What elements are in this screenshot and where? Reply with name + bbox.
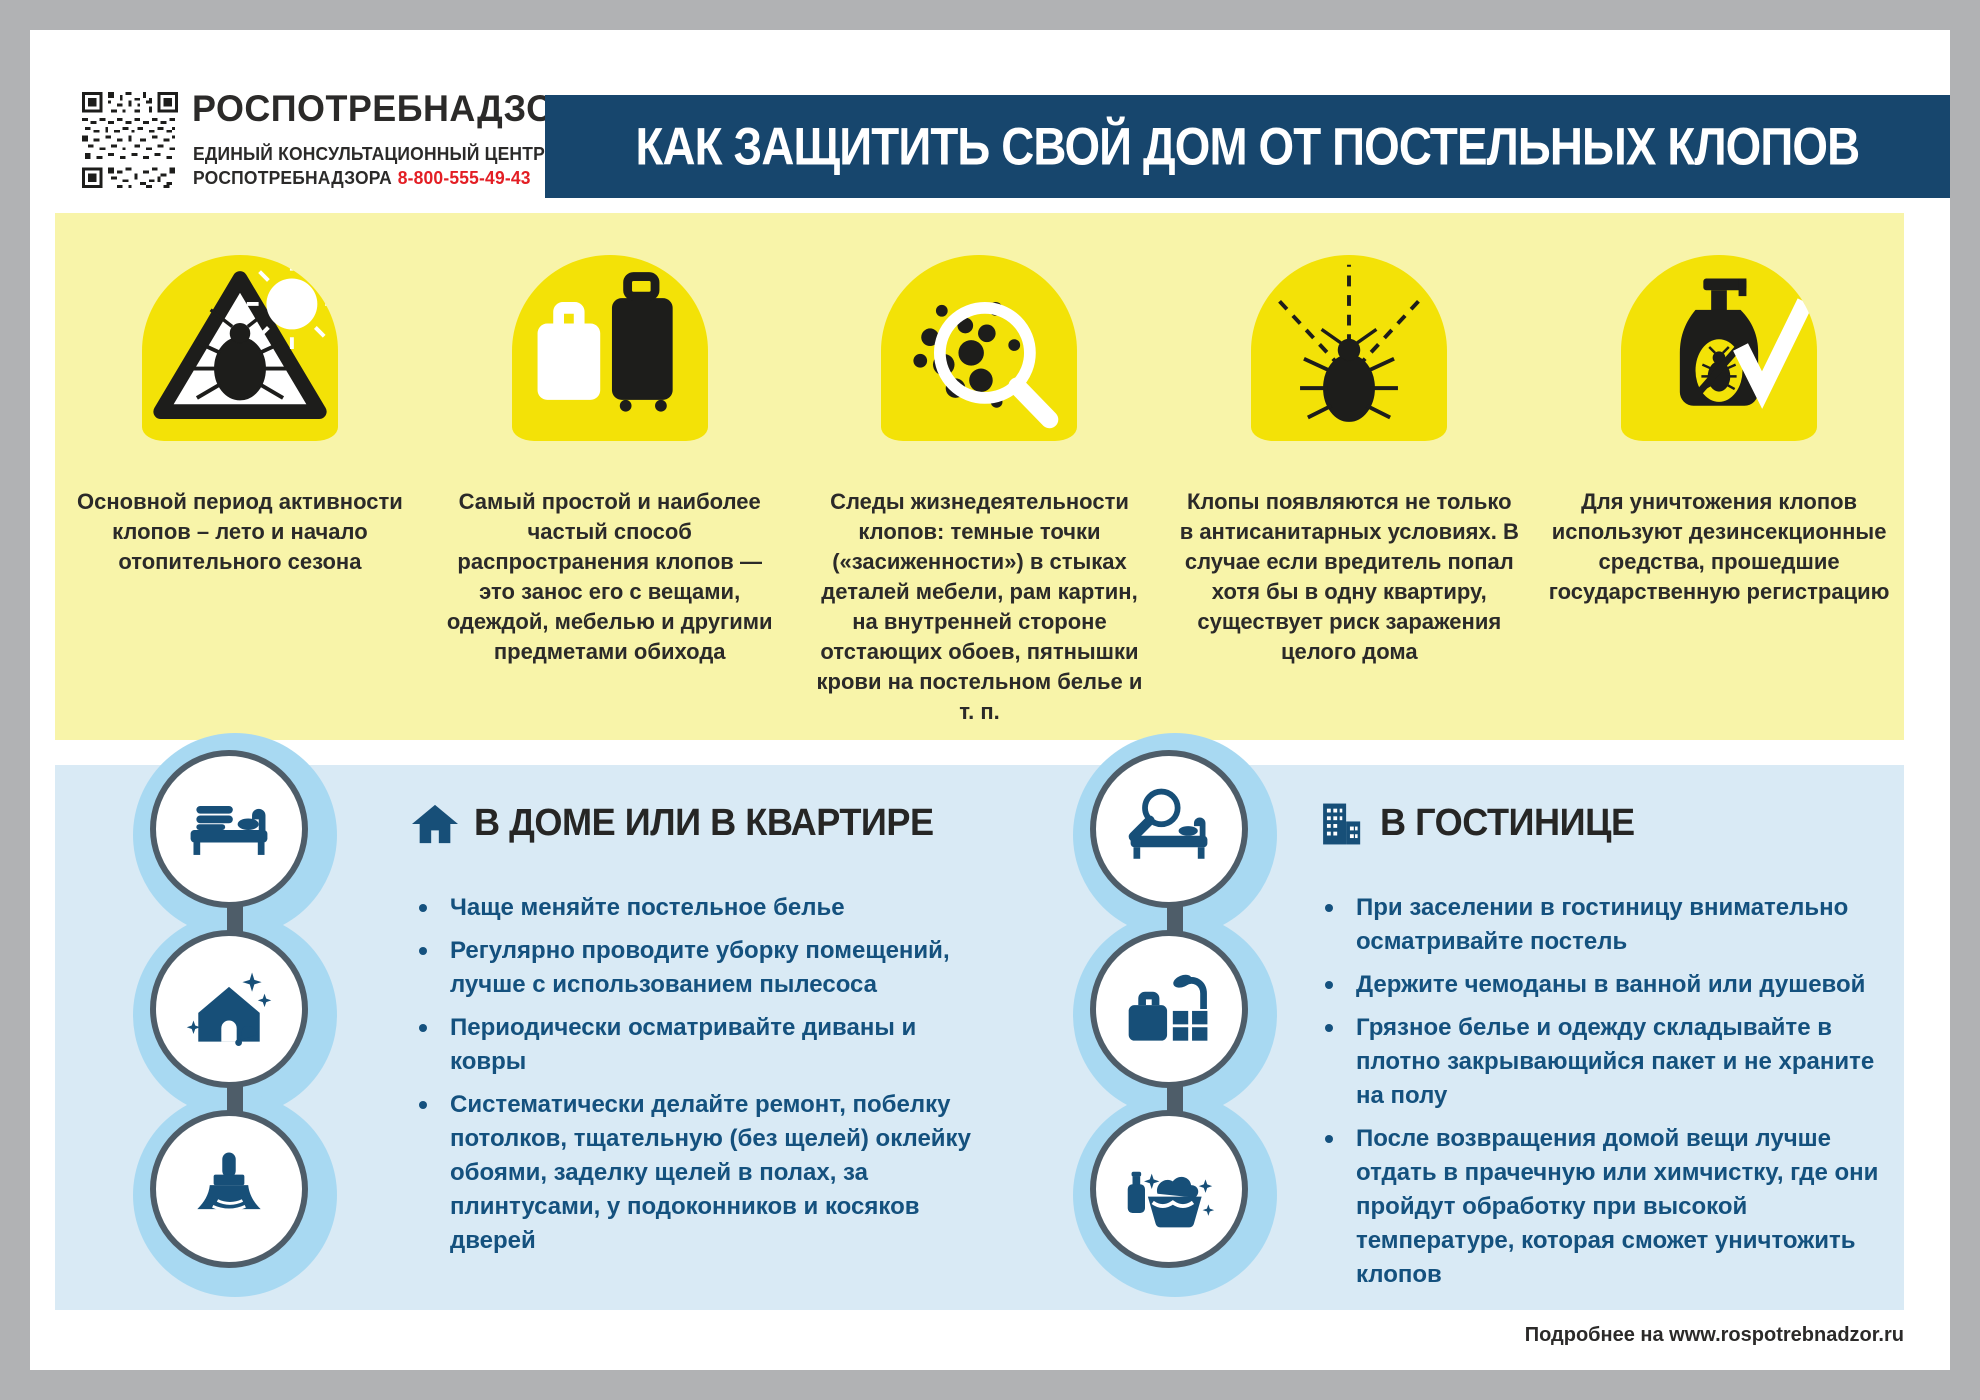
bullet-item: Периодически осматривайте диваны и ковры: [412, 1011, 972, 1079]
fact-text: Клопы появляются не только в антисанитар…: [1179, 489, 1519, 664]
fact-text: Следы жизнедеятельности клопов: темные т…: [816, 489, 1143, 724]
poster-title: КАК ЗАЩИТИТЬ СВОЙ ДОМ ОТ ПОСТЕЛЬНЫХ КЛОП…: [635, 116, 1861, 177]
fact-card: Следы жизнедеятельности клопов: темные т…: [795, 213, 1165, 740]
bed-icon: [150, 750, 308, 908]
fact-card: Клопы появляются не только в антисанитар…: [1164, 213, 1534, 740]
home-heading-label: В ДОМЕ ИЛИ В КВАРТИРЕ: [474, 802, 934, 844]
tips-panel: [55, 765, 1904, 1310]
bed-inspection-icon: [1090, 750, 1248, 908]
consultation-center-text: ЕДИНЫЙ КОНСУЛЬТАЦИОННЫЙ ЦЕНТР РОСПОТРЕБН…: [193, 142, 545, 190]
home-bullet-list: Чаще меняйте постельное белье Регулярно …: [412, 891, 972, 1258]
building-icon: [1323, 803, 1361, 844]
org-name: РОСПОТРЕБНАДЗОР: [192, 88, 579, 129]
hotel-heading: В ГОСТИНИЦЕ: [1318, 802, 1898, 845]
home-heading: В ДОМЕ ИЛИ В КВАРТИРЕ: [412, 802, 972, 845]
bullet-item: При заселении в гостиницу внимательно ос…: [1318, 891, 1898, 959]
hotel-bullet-list: При заселении в гостиницу внимательно ос…: [1318, 891, 1898, 1292]
footer-link: Подробнее на www.rospotrebnadzor.ru: [1524, 1324, 1904, 1346]
house-cleaning-icon: [150, 930, 308, 1088]
phone-number: 8-800-555-49-43: [397, 168, 531, 188]
hotel-icon-chain: [1073, 733, 1277, 1297]
bug-warning-sun-icon: [141, 255, 338, 441]
bullet-item: Держите чемоданы в ванной или душевой: [1318, 968, 1898, 1002]
fact-card: Для уничтожения клопов используют дезинс…: [1534, 213, 1904, 740]
poster-content: РОСПОТРЕБНАДЗОР ЕДИНЫЙ КОНСУЛЬТАЦИОННЫЙ …: [30, 30, 1950, 1370]
fact-card: Основной период активности клопов – лето…: [55, 213, 425, 740]
hotel-heading-label: В ГОСТИНИЦЕ: [1380, 802, 1635, 844]
fact-text: Самый простой и наиболее частый способ р…: [446, 489, 773, 664]
magnifier-traces-icon: [881, 255, 1078, 441]
house-icon: [412, 804, 458, 843]
fact-card: Самый простой и наиболее частый способ р…: [425, 213, 795, 740]
bullet-item: Чаще меняйте постельное белье: [412, 891, 972, 925]
disinfectant-bottle-check-icon: [1621, 255, 1818, 441]
bullet-item: Регулярно проводите уборку помещений, лу…: [412, 934, 972, 1002]
hotel-section: В ГОСТИНИЦЕ При заселении в гостиницу вн…: [1318, 802, 1898, 1301]
bullet-item: После возвращения домой вещи лучше отдат…: [1318, 1122, 1898, 1292]
luggage-icon: [511, 255, 708, 441]
bullet-item: Систематически делайте ремонт, побелку п…: [412, 1088, 972, 1258]
laundry-icon: [1090, 1110, 1248, 1268]
fact-text: Для уничтожения клопов используют дезинс…: [1548, 489, 1890, 604]
facts-panel: Основной период активности клопов – лето…: [55, 213, 1904, 740]
brush-icon: [150, 1110, 308, 1268]
home-section: В ДОМЕ ИЛИ В КВАРТИРЕ Чаще меняйте посте…: [412, 802, 972, 1267]
home-icon-chain: [133, 733, 337, 1297]
suitcase-shower-icon: [1090, 930, 1248, 1088]
title-banner: КАК ЗАЩИТИТЬ СВОЙ ДОМ ОТ ПОСТЕЛЬНЫХ КЛОП…: [545, 95, 1950, 198]
center-line1: ЕДИНЫЙ КОНСУЛЬТАЦИОННЫЙ ЦЕНТР: [193, 144, 545, 164]
bullet-item: Грязное белье и одежду складывайте в пло…: [1318, 1011, 1898, 1113]
fact-text: Основной период активности клопов – лето…: [77, 489, 403, 574]
qr-code-icon: [82, 92, 178, 188]
bug-spread-icon: [1251, 255, 1448, 441]
center-line2: РОСПОТРЕБНАДЗОРА: [193, 168, 392, 188]
